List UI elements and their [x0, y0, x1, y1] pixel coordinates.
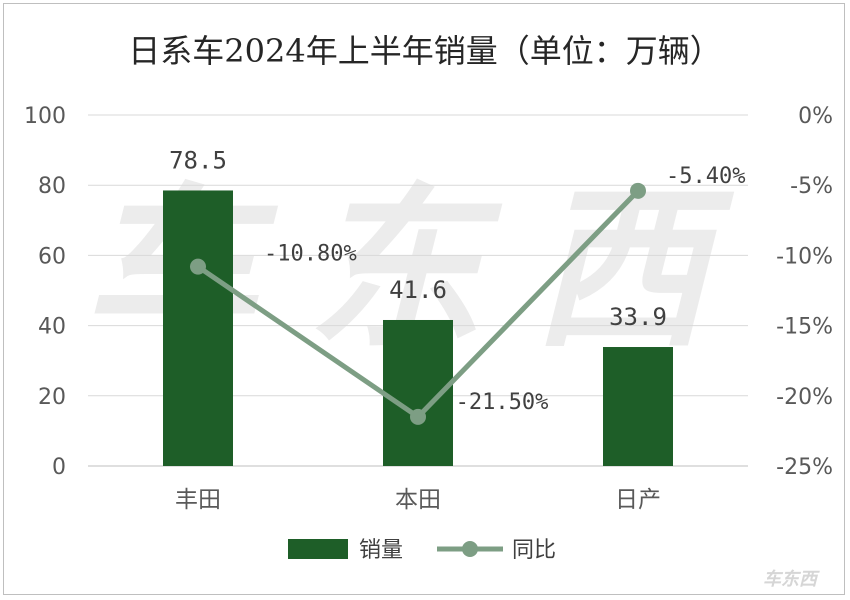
line-point [630, 182, 646, 199]
bar [603, 347, 673, 466]
y-left-tick-label: 20 [38, 385, 66, 410]
y-left-tick-label: 60 [38, 244, 66, 269]
chart-frame [3, 3, 845, 595]
line-value-label: -10.80% [264, 242, 357, 267]
legend-label-sales: 销量 [359, 538, 403, 563]
legend: 销量 同比 [288, 538, 556, 563]
line-series [190, 182, 646, 425]
legend-label-yoy: 同比 [512, 538, 556, 563]
y-right-tick-label: 0% [798, 104, 833, 129]
line-point [190, 258, 206, 275]
y-left-tick-label: 80 [38, 174, 66, 199]
line-value-label: -5.40% [666, 164, 745, 189]
y-right-tick-label: -5% [790, 174, 833, 199]
line-value-label: -21.50% [456, 390, 549, 415]
y-right-tick-label: -15% [776, 315, 833, 340]
y-right-tick-label: -25% [776, 455, 833, 480]
y-left-tick-label: 0 [52, 455, 66, 480]
x-tick-label: 本田 [395, 487, 441, 513]
y-left-tick-label: 40 [38, 315, 66, 340]
x-tick-label: 日产 [615, 487, 661, 513]
y-right-tick-label: -20% [776, 385, 833, 410]
bar-value-label: 78.5 [169, 146, 227, 174]
bar-value-label: 41.6 [389, 276, 447, 304]
line-point [410, 408, 426, 425]
bar [163, 190, 233, 466]
axes: 0 20 40 60 80 100 -25% -20% -15% -10% -5% 0% 丰田 本田 日产 [24, 104, 833, 513]
y-right-tick-label: -10% [776, 244, 833, 269]
chart-title: 日系车2024年上半年销量（单位：万辆） [128, 32, 722, 70]
watermark-char: 西 [533, 169, 735, 372]
legend-swatch-sales [288, 539, 348, 559]
data-labels: 78.5 41.6 33.9 -10.80% -21.50% -5.40% [169, 146, 745, 414]
x-tick-label: 丰田 [175, 487, 221, 513]
y-left-tick-label: 100 [24, 104, 66, 129]
bar-value-label: 33.9 [609, 303, 667, 331]
watermark-corner: 车东西 [763, 569, 820, 590]
legend-marker-yoy [462, 541, 478, 557]
